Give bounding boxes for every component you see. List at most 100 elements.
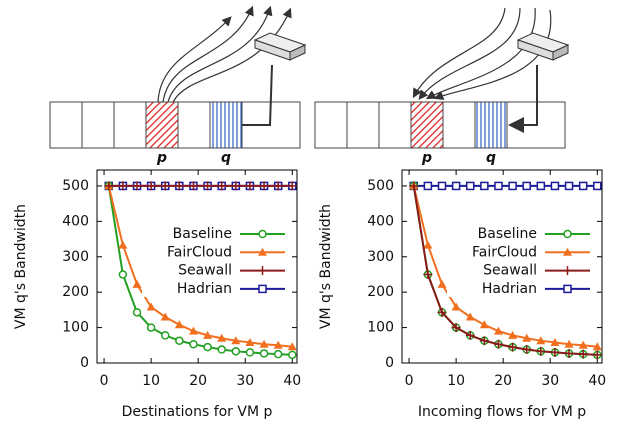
- marker: [437, 181, 447, 191]
- legend-label: Baseline: [478, 226, 537, 242]
- vm-label: q: [486, 150, 496, 166]
- y-tick-label: 500: [367, 178, 394, 194]
- marker: [231, 336, 241, 345]
- plot-frame: [96, 169, 298, 364]
- marker: [189, 339, 198, 349]
- marker: [563, 247, 572, 256]
- x-tick-label: 20: [494, 373, 512, 389]
- marker: [146, 181, 156, 191]
- marker: [578, 349, 588, 359]
- diagram-right: p q: [314, 7, 570, 166]
- y-tick-label: 300: [367, 249, 394, 265]
- legend-bg: [142, 262, 290, 279]
- legend-label: Hadrian: [482, 281, 537, 297]
- marker: [245, 348, 255, 357]
- marker: [174, 181, 184, 191]
- marker: [160, 331, 170, 340]
- marker: [160, 312, 170, 321]
- marker: [146, 302, 156, 311]
- marker: [287, 342, 297, 351]
- vm-q: [474, 101, 508, 149]
- marker: [423, 181, 433, 191]
- marker: [188, 181, 198, 191]
- x-tick-label: 30: [236, 373, 254, 389]
- marker: [564, 348, 574, 358]
- legend-bg: [447, 244, 595, 261]
- marker: [231, 181, 241, 191]
- marker: [160, 181, 170, 191]
- legend-label: Seawall: [483, 263, 537, 279]
- marker: [258, 284, 267, 294]
- y-tick-label: 400: [62, 213, 89, 229]
- marker: [174, 320, 184, 329]
- x-axis-label: Incoming flows for VM p: [418, 404, 586, 420]
- diagram-left: p q: [49, 5, 307, 166]
- legend-bg: [142, 226, 290, 242]
- marker: [536, 181, 546, 191]
- vm-label: p: [156, 150, 167, 166]
- y-tick-label: 100: [62, 320, 89, 336]
- marker: [508, 342, 518, 352]
- x-tick-label: 10: [447, 373, 465, 389]
- marker: [493, 326, 503, 335]
- marker: [423, 240, 433, 249]
- marker: [245, 181, 255, 191]
- marker: [536, 336, 546, 345]
- marker: [437, 279, 447, 288]
- marker: [493, 339, 503, 349]
- marker: [592, 350, 602, 360]
- marker: [592, 342, 602, 351]
- marker: [451, 323, 461, 333]
- switch: [516, 32, 570, 61]
- marker: [465, 181, 475, 191]
- y-tick-label: 0: [385, 355, 394, 371]
- marker: [437, 307, 447, 317]
- y-tick-label: 400: [367, 213, 394, 229]
- marker: [259, 349, 269, 358]
- y-tick-label: 300: [62, 249, 89, 265]
- switch: [253, 32, 307, 61]
- marker: [564, 181, 574, 191]
- marker: [536, 346, 546, 356]
- marker: [175, 336, 184, 345]
- legend-label: Hadrian: [177, 281, 232, 297]
- marker: [479, 320, 489, 329]
- legend-bg: [142, 280, 290, 297]
- y-axis-label: VM q's Bandwidth: [13, 204, 29, 329]
- marker: [203, 330, 213, 339]
- legend-bg: [447, 226, 595, 242]
- marker: [231, 347, 241, 356]
- x-tick-label: 0: [100, 373, 109, 389]
- x-tick-label: 30: [541, 373, 559, 389]
- marker: [578, 181, 588, 191]
- marker: [563, 284, 572, 294]
- marker: [217, 181, 227, 191]
- x-tick-label: 0: [405, 373, 414, 389]
- x-tick-label: 40: [283, 373, 301, 389]
- marker: [508, 181, 517, 191]
- x-axis-label: Destinations for VM p: [122, 404, 273, 420]
- marker: [451, 302, 461, 311]
- legend-bg: [447, 280, 595, 297]
- marker: [217, 345, 226, 354]
- marker: [578, 340, 588, 349]
- legend-bg: [447, 262, 595, 279]
- marker: [132, 308, 142, 317]
- marker: [132, 181, 142, 191]
- x-tick-label: 40: [588, 373, 606, 389]
- vm-label: p: [421, 150, 432, 166]
- legend-label: Baseline: [173, 226, 232, 242]
- marker: [258, 229, 267, 239]
- marker: [550, 181, 560, 191]
- marker: [132, 279, 142, 288]
- marker: [217, 333, 227, 342]
- plot-frame: [401, 169, 603, 364]
- y-tick-label: 200: [62, 284, 89, 300]
- marker: [203, 181, 213, 191]
- marker: [118, 240, 128, 249]
- vm-p: [410, 101, 444, 149]
- marker: [104, 181, 114, 191]
- marker: [423, 269, 433, 279]
